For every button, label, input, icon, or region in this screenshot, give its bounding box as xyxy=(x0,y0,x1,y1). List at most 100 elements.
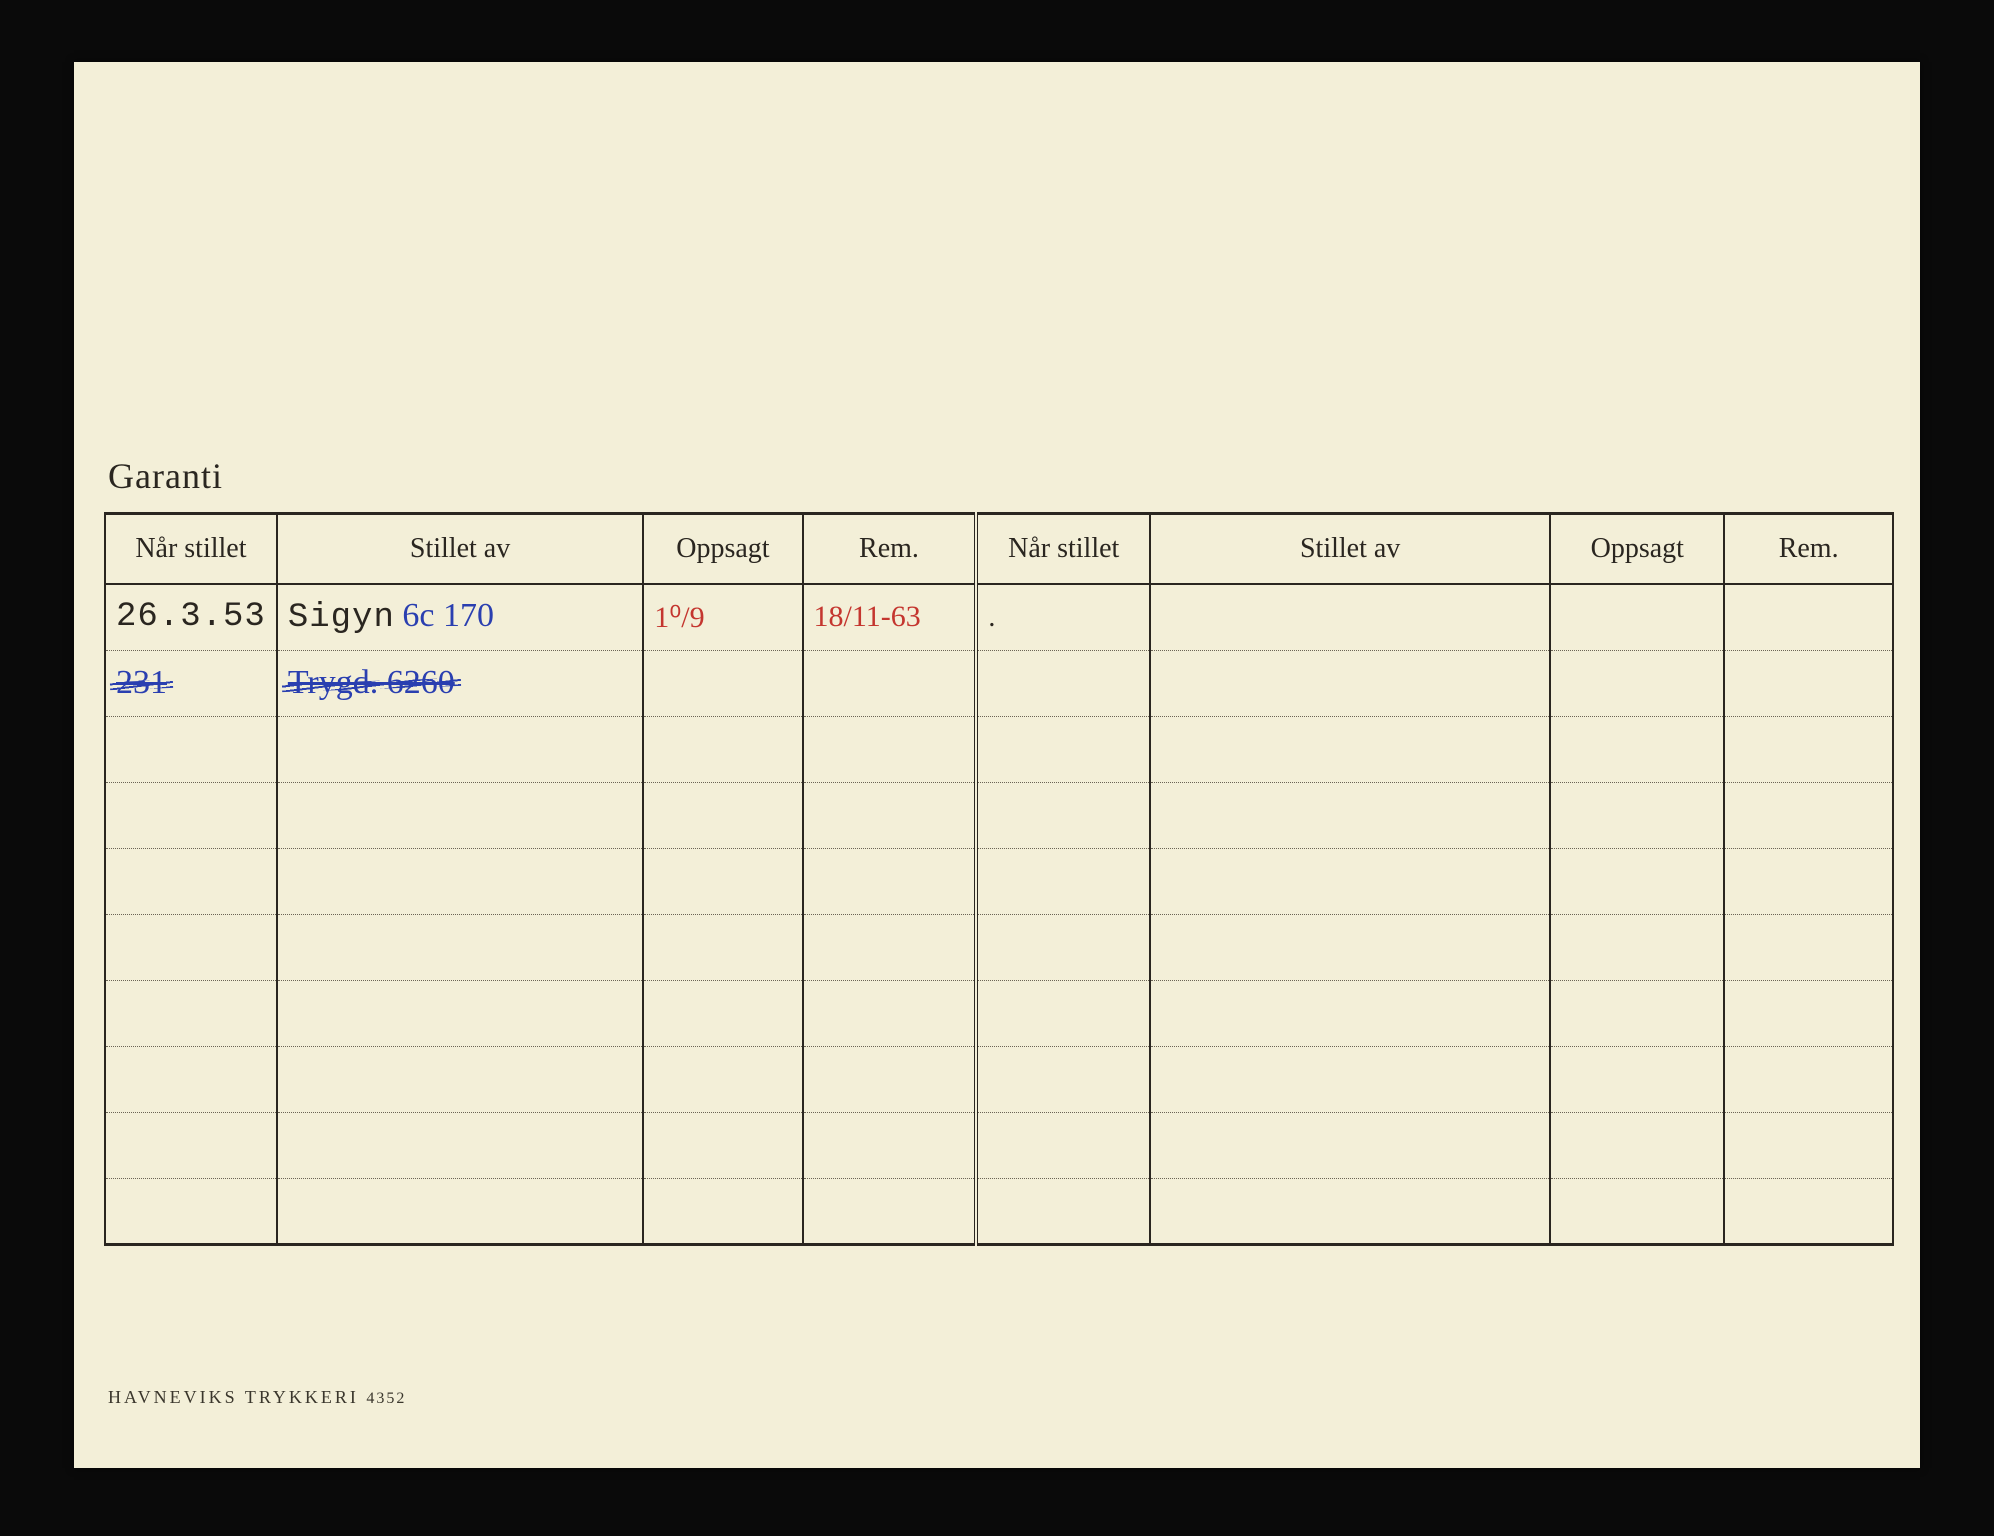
cell-b-av xyxy=(1150,1046,1550,1112)
handwritten-blue-scribble: Trygd. 6260 xyxy=(288,664,455,702)
cell-b-av xyxy=(1150,848,1550,914)
cell-b-opp xyxy=(1550,584,1724,650)
cell-a-av xyxy=(277,1178,643,1244)
cell-b-rem xyxy=(1724,914,1893,980)
printer-footer: Havneviks Trykkeri 4352 xyxy=(108,1387,406,1408)
cell-a-nar xyxy=(105,1046,277,1112)
cell-a-rem xyxy=(803,914,977,980)
cell-a-nar: 231 xyxy=(105,650,277,716)
cell-b-av xyxy=(1150,914,1550,980)
cell-a-opp xyxy=(643,1178,802,1244)
col-b-rem: Rem. xyxy=(1724,514,1893,585)
cell-a-rem xyxy=(803,650,977,716)
cell-b-av xyxy=(1150,650,1550,716)
cell-a-rem xyxy=(803,716,977,782)
cell-b-nar xyxy=(976,650,1150,716)
cell-b-rem xyxy=(1724,1046,1893,1112)
cell-a-nar xyxy=(105,914,277,980)
cell-b-opp xyxy=(1550,716,1724,782)
cell-b-rem xyxy=(1724,848,1893,914)
typed-date: 26.3.53 xyxy=(116,598,266,636)
cell-b-opp xyxy=(1550,914,1724,980)
col-a-av: Stillet av xyxy=(277,514,643,585)
handwritten-blue-struck: 231 xyxy=(116,664,167,702)
col-a-nar: Når stillet xyxy=(105,514,277,585)
cell-b-opp xyxy=(1550,650,1724,716)
col-b-opp: Oppsagt xyxy=(1550,514,1724,585)
table-row xyxy=(105,914,1893,980)
col-b-nar: Når stillet xyxy=(976,514,1150,585)
cell-a-rem xyxy=(803,1046,977,1112)
cell-a-av xyxy=(277,914,643,980)
cell-a-nar xyxy=(105,1112,277,1178)
cell-a-nar xyxy=(105,848,277,914)
cell-a-av xyxy=(277,716,643,782)
cell-b-av xyxy=(1150,1178,1550,1244)
cell-a-opp xyxy=(643,1112,802,1178)
cell-b-rem xyxy=(1724,1178,1893,1244)
document-page: Garanti Når stillet Stillet av Oppsagt R… xyxy=(74,62,1920,1468)
cell-b-opp xyxy=(1550,782,1724,848)
cell-b-opp xyxy=(1550,1046,1724,1112)
cell-a-opp xyxy=(643,1046,802,1112)
cell-b-opp xyxy=(1550,1178,1724,1244)
cell-a-opp: 1⁰/9 xyxy=(643,584,802,650)
cell-b-av xyxy=(1150,584,1550,650)
cell-b-nar xyxy=(976,848,1150,914)
cell-b-rem xyxy=(1724,650,1893,716)
table-row xyxy=(105,1178,1893,1244)
cell-b-av xyxy=(1150,1112,1550,1178)
table-row xyxy=(105,848,1893,914)
cell-b-rem xyxy=(1724,584,1893,650)
cell-b-rem xyxy=(1724,782,1893,848)
page-title: Garanti xyxy=(108,455,223,497)
cell-b-rem xyxy=(1724,716,1893,782)
cell-b-nar: . xyxy=(976,584,1150,650)
cell-b-nar xyxy=(976,1046,1150,1112)
cell-b-opp xyxy=(1550,980,1724,1046)
cell-a-rem xyxy=(803,1178,977,1244)
table-row xyxy=(105,1112,1893,1178)
cell-b-rem xyxy=(1724,1112,1893,1178)
cell-a-rem: 18/11-63 xyxy=(803,584,977,650)
cell-a-nar: 26.3.53 xyxy=(105,584,277,650)
garanti-table: Når stillet Stillet av Oppsagt Rem. Når … xyxy=(104,512,1894,1246)
cell-a-av xyxy=(277,848,643,914)
table-row xyxy=(105,716,1893,782)
printer-number: 4352 xyxy=(366,1390,406,1407)
cell-b-nar xyxy=(976,716,1150,782)
table-body: 26.3.53 Sigyn 6c 170 1⁰/9 18/11-63 . xyxy=(105,584,1893,1244)
cell-b-av xyxy=(1150,980,1550,1046)
table-header-row: Når stillet Stillet av Oppsagt Rem. Når … xyxy=(105,514,1893,585)
cell-a-av: Trygd. 6260 xyxy=(277,650,643,716)
cell-a-rem xyxy=(803,980,977,1046)
cell-a-nar xyxy=(105,782,277,848)
dot-mark: . xyxy=(988,602,995,633)
cell-a-opp xyxy=(643,848,802,914)
typed-name: Sigyn xyxy=(288,599,395,637)
table-row xyxy=(105,980,1893,1046)
cell-a-nar xyxy=(105,1178,277,1244)
cell-b-nar xyxy=(976,914,1150,980)
col-a-opp: Oppsagt xyxy=(643,514,802,585)
table-row xyxy=(105,1046,1893,1112)
table-row: 26.3.53 Sigyn 6c 170 1⁰/9 18/11-63 . xyxy=(105,584,1893,650)
cell-b-nar xyxy=(976,1178,1150,1244)
cell-a-nar xyxy=(105,716,277,782)
cell-a-av xyxy=(277,1112,643,1178)
cell-a-av xyxy=(277,782,643,848)
cell-b-nar xyxy=(976,782,1150,848)
handwritten-red: 1⁰/9 xyxy=(654,601,704,634)
handwritten-red: 18/11-63 xyxy=(814,600,921,633)
table-row xyxy=(105,782,1893,848)
col-b-av: Stillet av xyxy=(1150,514,1550,585)
cell-a-opp xyxy=(643,980,802,1046)
cell-b-opp xyxy=(1550,848,1724,914)
cell-a-nar xyxy=(105,980,277,1046)
cell-b-nar xyxy=(976,1112,1150,1178)
garanti-table-wrap: Når stillet Stillet av Oppsagt Rem. Når … xyxy=(104,512,1894,1246)
cell-b-av xyxy=(1150,782,1550,848)
table-row: 231 Trygd. 6260 xyxy=(105,650,1893,716)
cell-a-rem xyxy=(803,782,977,848)
handwritten-blue: 6c 170 xyxy=(402,597,494,635)
